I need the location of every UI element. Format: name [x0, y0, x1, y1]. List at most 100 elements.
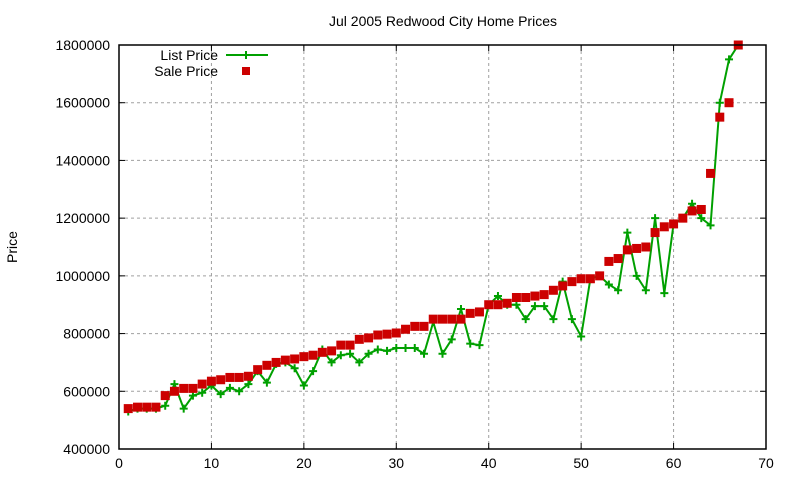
- sale-price-point: [142, 402, 152, 412]
- sale-price-point: [271, 357, 281, 367]
- list-price-point: [688, 199, 697, 208]
- list-price-point: [641, 286, 650, 295]
- sale-price-point: [206, 376, 216, 386]
- sale-price-point: [216, 375, 226, 385]
- list-price-point: [392, 344, 401, 352]
- sale-price-point: [354, 334, 364, 344]
- list-price-point: [299, 381, 308, 390]
- list-price-point: [697, 214, 706, 223]
- sale-price-point: [308, 350, 318, 360]
- sale-price-point: [428, 314, 438, 324]
- sale-price-point: [613, 254, 623, 264]
- list-price-point: [244, 380, 253, 389]
- plot-frame: [118, 44, 767, 450]
- sale-price-point: [132, 402, 142, 412]
- list-price-point: [410, 344, 419, 352]
- sale-price-point: [179, 383, 189, 393]
- sale-price-point: [336, 340, 346, 350]
- list-price-point: [512, 300, 521, 309]
- sale-price-point: [317, 347, 327, 357]
- sale-price-point: [169, 386, 179, 396]
- axis-ticks: 0 10 20 30 40 50 60 70 400000 600000 800000 1000000…: [55, 37, 774, 471]
- sale-price-point: [123, 404, 133, 414]
- list-price-point: [225, 383, 234, 392]
- sale-price-point: [474, 307, 484, 317]
- x-tick-label: 20: [296, 455, 312, 471]
- sale-price-point: [715, 112, 725, 122]
- list-price-point: [216, 390, 225, 399]
- list-price-point: [577, 332, 586, 341]
- chart-title: Jul 2005 Redwood City Home Prices: [329, 13, 557, 29]
- y-tick-label: 600000: [63, 383, 110, 399]
- sale-price-point: [604, 256, 614, 266]
- legend-label-list-price: List Price: [160, 47, 218, 63]
- list-price-point: [725, 55, 734, 64]
- sale-price-point: [622, 245, 632, 255]
- sale-price-point: [530, 291, 540, 301]
- list-price-point: [493, 292, 502, 301]
- sale-price-point: [576, 274, 586, 284]
- sale-price-point: [511, 293, 521, 302]
- sale-price-point: [502, 298, 512, 308]
- list-price-point: [235, 387, 244, 396]
- sale-price-point: [595, 271, 605, 281]
- sale-price-point: [382, 329, 392, 339]
- list-price-point: [567, 315, 576, 324]
- list-price-point: [438, 349, 447, 358]
- sale-price-point: [327, 346, 337, 356]
- list-price-point: [420, 349, 429, 358]
- list-price-point: [290, 364, 299, 373]
- list-price-point: [521, 315, 530, 324]
- sale-price-point: [280, 355, 290, 365]
- grid: [119, 45, 766, 449]
- sale-price-point: [188, 383, 198, 393]
- x-tick-label: 30: [388, 455, 404, 471]
- sale-price-point: [225, 372, 235, 382]
- series-layer: [123, 40, 743, 416]
- list-price-point: [188, 391, 197, 400]
- sale-price-point: [447, 314, 457, 324]
- sale-price-point: [696, 204, 706, 214]
- list-price-point: [327, 358, 336, 367]
- y-tick-label: 1600000: [55, 95, 110, 111]
- x-tick-label: 60: [666, 455, 682, 471]
- x-tick-label: 70: [758, 455, 774, 471]
- sale-price-point: [290, 354, 300, 364]
- sale-price-point: [659, 222, 669, 232]
- legend-label-sale-price: Sale Price: [154, 63, 218, 79]
- list-price-point: [715, 98, 724, 107]
- list-price-point: [549, 315, 558, 324]
- y-tick-label: 1400000: [55, 152, 110, 168]
- list-price-point: [198, 388, 207, 397]
- legend-marker-sale-price: [242, 67, 250, 75]
- list-price-point: [651, 214, 660, 223]
- sale-price-point: [456, 314, 466, 324]
- sale-price-point: [539, 290, 549, 300]
- sale-price-point: [678, 213, 688, 223]
- list-price-point: [447, 335, 456, 344]
- sale-price-point: [521, 293, 531, 302]
- sale-price-point: [364, 333, 374, 343]
- list-price-point: [336, 351, 345, 360]
- list-price-point: [262, 378, 271, 387]
- sale-price-point: [632, 243, 642, 253]
- list-price-point: [309, 367, 318, 376]
- list-price-point: [623, 228, 632, 237]
- list-price-point: [604, 280, 613, 289]
- x-tick-label: 0: [115, 455, 123, 471]
- list-price-point: [632, 271, 641, 280]
- sale-price-point: [253, 365, 263, 375]
- sale-price-point: [419, 321, 429, 331]
- x-tick-label: 40: [481, 455, 497, 471]
- sale-price-point: [234, 372, 244, 382]
- sale-price-point: [548, 285, 558, 295]
- list-price-point: [373, 345, 382, 354]
- list-price-point: [401, 344, 410, 352]
- list-price-line: [127, 44, 740, 413]
- sale-price-point: [410, 321, 420, 331]
- list-price-point: [383, 346, 392, 355]
- list-price-point: [530, 302, 539, 311]
- y-tick-label: 1800000: [55, 37, 110, 53]
- sale-price-point: [650, 228, 660, 238]
- list-price-point: [466, 339, 475, 348]
